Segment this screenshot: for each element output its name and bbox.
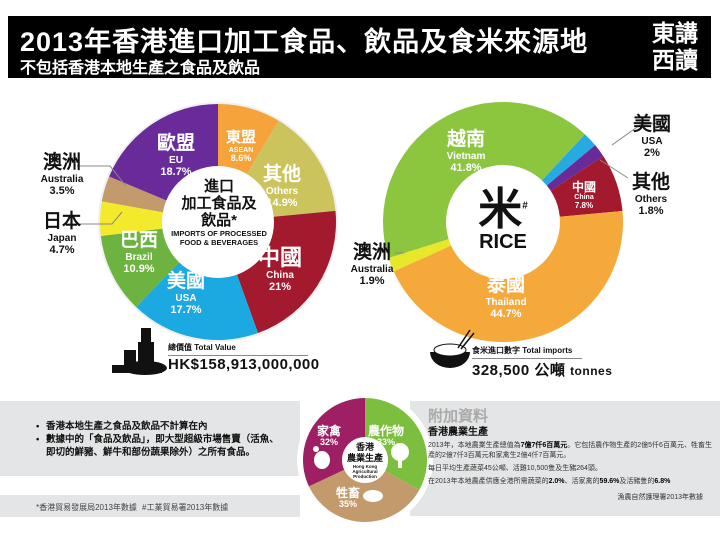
label-australia: 澳洲 Australia 3.5%: [40, 152, 84, 197]
agri-center-title: 香港 農業生產 Hong Kong Agricultural Productio…: [346, 442, 383, 479]
pig-icon: [363, 490, 383, 502]
imports-total: 總價值 Total Value HK$158,913,000,000: [168, 343, 320, 373]
info-source: 漁農自然護理署2013年數據: [617, 494, 703, 501]
info-heading: 附加資料: [428, 408, 489, 425]
note-item: 數據中的「食品及飲品」，即大型超級市場售賣（活魚、即切的鮮豬、鮮牛和部份蔬果除外…: [36, 433, 286, 459]
tree-icon: [391, 443, 409, 468]
additional-info: 附加資料 香港農業生產 2013年，本地農業生產總值為7億7仟6百萬元。它包括農…: [428, 408, 712, 501]
footnote-2: #工業貿易署2013年數據: [142, 503, 229, 512]
label-usa-rice: 美國 USA 2%: [632, 114, 672, 159]
label-brazil: 巴西 Brazil 10.9%: [119, 230, 159, 275]
label-crops: 農作物 33%: [367, 424, 405, 448]
label-australia-rice: 澳洲 Australia 1.9%: [350, 242, 394, 287]
imports-total-value: HK$158,913,000,000: [168, 356, 320, 373]
leader-others-rice: [599, 159, 629, 179]
leader-japan: [80, 211, 123, 225]
chicken-icon: [313, 446, 330, 469]
info-subheading: 香港農業生產: [428, 427, 488, 438]
label-china: 中國 China 21%: [257, 245, 303, 294]
info-panel: [410, 401, 720, 516]
rice-center-title: 米# RICE: [478, 185, 528, 253]
rice-total: 食米進口數字 Total imports 328,500 公噸 tonnes: [472, 346, 613, 379]
label-vietnam: 越南 Vietnam 41.8%: [446, 129, 486, 174]
brand-logo: 東講 西讀: [652, 20, 698, 73]
label-livestock: 牲畜 35%: [335, 486, 361, 510]
header-banner: 2013年香港進口加工食品、飲品及食米來源地 不包括香港本地生產之食品及飲品 東…: [8, 16, 711, 78]
footnote-band: [0, 495, 300, 517]
label-japan: 日本 Japan 4.7%: [42, 211, 82, 256]
food-drink-icon: [112, 328, 167, 375]
slice-牲畜: [308, 460, 420, 523]
rice-bowl-icon: [430, 329, 475, 368]
page-subtitle: 不包括香港本地生產之食品及飲品: [20, 60, 261, 77]
label-asean: 東盟 ASEAN 8.6%: [225, 129, 257, 164]
page-title: 2013年香港進口加工食品、飲品及食米來源地: [20, 27, 589, 57]
leader-usa-rice: [611, 122, 661, 146]
notes-list: 香港本地生產之食品及飲品不計算在內 數據中的「食品及飲品」，即大型超級市場售賣（…: [36, 420, 286, 459]
imports-center-title: 進口 加工食品及 飲品* IMPORTS OF PROCESSED FOOD &…: [171, 178, 267, 247]
footnote-1: *香港貿易發展局2013年數據: [36, 503, 137, 512]
label-poultry: 家禽 32%: [316, 424, 342, 448]
label-others: 其他 Others 14.9%: [262, 164, 302, 209]
slice-japan: [100, 201, 218, 237]
label-thailand: 泰國 Thailand 44.7%: [485, 275, 527, 320]
label-others-rice: 其他 Others 1.8%: [631, 172, 671, 217]
label-china-rice: 中國 China 7.8%: [571, 180, 597, 210]
label-eu: 歐盟 EU 18.7%: [156, 133, 196, 178]
leader-australia: [77, 165, 127, 187]
note-item: 香港本地生產之食品及飲品不計算在內: [36, 420, 286, 433]
label-usa: 美國 USA 17.7%: [166, 271, 206, 316]
